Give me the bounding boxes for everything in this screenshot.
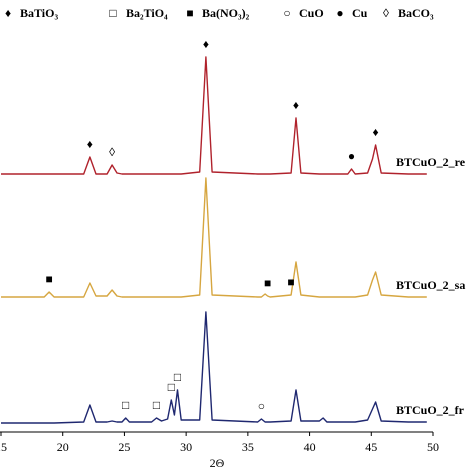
legend-label: Cu <box>352 6 368 20</box>
peak-label: ■ <box>46 272 53 286</box>
legend-label: Ba₂TiO₄ <box>126 6 168 20</box>
x-tick-label: 20 <box>57 440 69 454</box>
peak-label: ♦ <box>87 137 93 151</box>
xrd-pattern <box>1 311 427 424</box>
peak-label: ♦ <box>203 37 209 51</box>
peak-label: □ <box>168 380 175 394</box>
legend-label: BaCO₃ <box>398 6 434 20</box>
legend-symbol: ● <box>336 6 343 20</box>
x-axis-title: 2Θ <box>210 456 225 470</box>
x-tick-label: 50 <box>427 440 439 454</box>
x-tick-label: 15 <box>0 440 7 454</box>
peak-label: ○ <box>258 399 265 413</box>
peak-label: ■ <box>264 276 271 290</box>
peak-label: ◊ <box>109 145 115 159</box>
series-label: BTCuO_2_fr <box>396 403 465 417</box>
peak-label: □ <box>122 398 129 412</box>
xrd-pattern <box>1 177 427 298</box>
x-tick-label: 40 <box>304 440 316 454</box>
peak-label: ♦ <box>373 125 379 139</box>
legend-label: Ba(NO₃)₂ <box>202 6 250 20</box>
x-tick-label: 45 <box>365 440 377 454</box>
peak-label: ■ <box>287 275 294 289</box>
legend-symbol: □ <box>109 6 116 20</box>
legend-label: CuO <box>299 6 324 20</box>
legend-symbol: ♦ <box>5 6 11 20</box>
legend-label: BaTiO₃ <box>20 6 58 20</box>
series-label: BTCuO_2_re <box>396 155 466 169</box>
x-tick-label: 30 <box>180 440 192 454</box>
legend-symbol: ■ <box>186 6 193 20</box>
x-tick-label: 25 <box>118 440 130 454</box>
peak-label: □ <box>174 370 181 384</box>
legend-symbol: ○ <box>283 6 290 20</box>
peak-label: ● <box>348 149 355 163</box>
x-tick-label: 35 <box>242 440 254 454</box>
peak-label: ♦ <box>293 98 299 112</box>
series-label: BTCuO_2_sa <box>396 278 465 292</box>
peak-label: □ <box>153 398 160 412</box>
xrd-pattern <box>1 56 427 175</box>
legend-symbol: ◊ <box>383 6 389 20</box>
